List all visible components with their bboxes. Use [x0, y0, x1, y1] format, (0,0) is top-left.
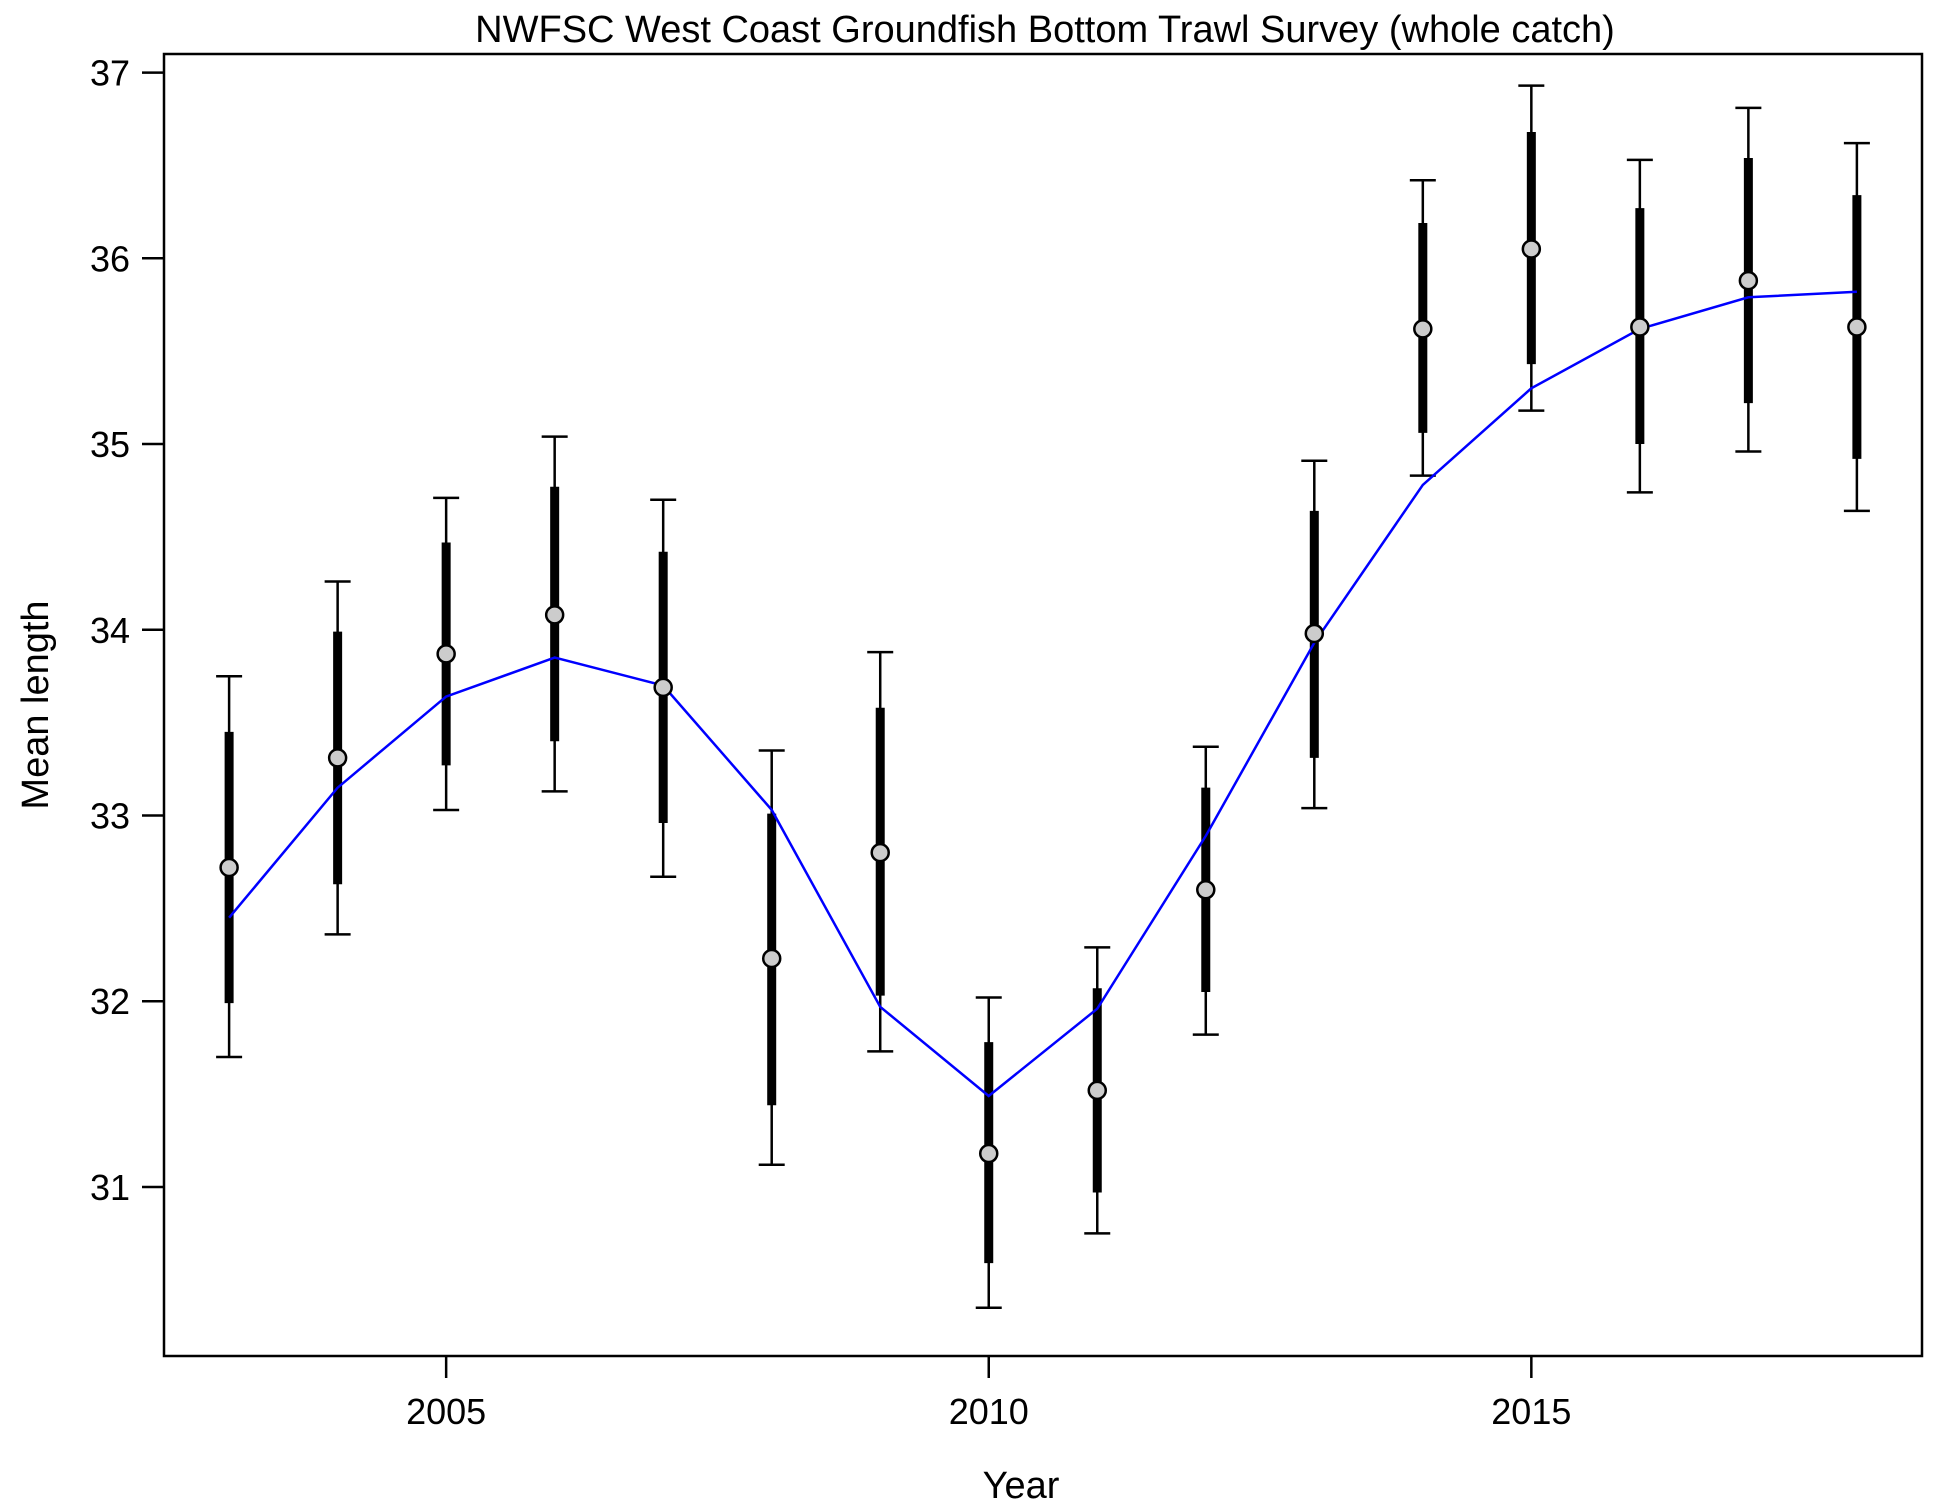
observed-point-2017	[1738, 270, 1759, 291]
x-axis-label: Year	[983, 1465, 1060, 1500]
x-tick-label-2010: 2010	[949, 1391, 1029, 1432]
y-axis: 31 32 33 34 35 36 37	[90, 53, 164, 1208]
observed-point-2006	[544, 605, 565, 625]
y-axis-label: Mean length	[15, 600, 57, 809]
observed-point-2011	[1087, 1080, 1108, 1101]
plot-frame	[162, 52, 1924, 1358]
y-tick-label-36: 36	[90, 238, 130, 279]
x-axis: 2005 2010 2015	[406, 1356, 1571, 1432]
expected-line	[228, 290, 1857, 1098]
observed-point-2003	[219, 857, 239, 878]
expected-line-layer	[228, 290, 1857, 1098]
observed-point-2016	[1630, 317, 1650, 337]
error-bars	[216, 84, 1870, 1309]
observed-point-2012	[1196, 880, 1216, 900]
chart-title: NWFSC West Coast Groundfish Bottom Trawl…	[475, 9, 1615, 51]
observed-point-2009	[870, 842, 890, 863]
observed-point-2018	[1847, 317, 1867, 337]
observed-point-2007	[653, 677, 673, 698]
observed-point-2013	[1304, 623, 1325, 644]
observed-point-2004	[327, 748, 348, 768]
observed-point-2005	[436, 644, 456, 664]
y-tick-label-37: 37	[90, 53, 130, 94]
observed-point-2010	[978, 1143, 999, 1164]
y-tick-label-31: 31	[90, 1167, 130, 1208]
y-tick-label-35: 35	[90, 424, 130, 465]
observed-point-2015	[1521, 239, 1542, 259]
observed-point-2008	[761, 948, 782, 969]
y-tick-label-33: 33	[90, 796, 130, 837]
y-tick-label-32: 32	[90, 981, 130, 1022]
y-tick-label-34: 34	[90, 610, 130, 651]
x-tick-label-2005: 2005	[406, 1391, 486, 1432]
observed-point-2014	[1413, 319, 1433, 339]
observed-points	[219, 239, 1867, 1164]
x-tick-label-2015: 2015	[1491, 1391, 1571, 1432]
